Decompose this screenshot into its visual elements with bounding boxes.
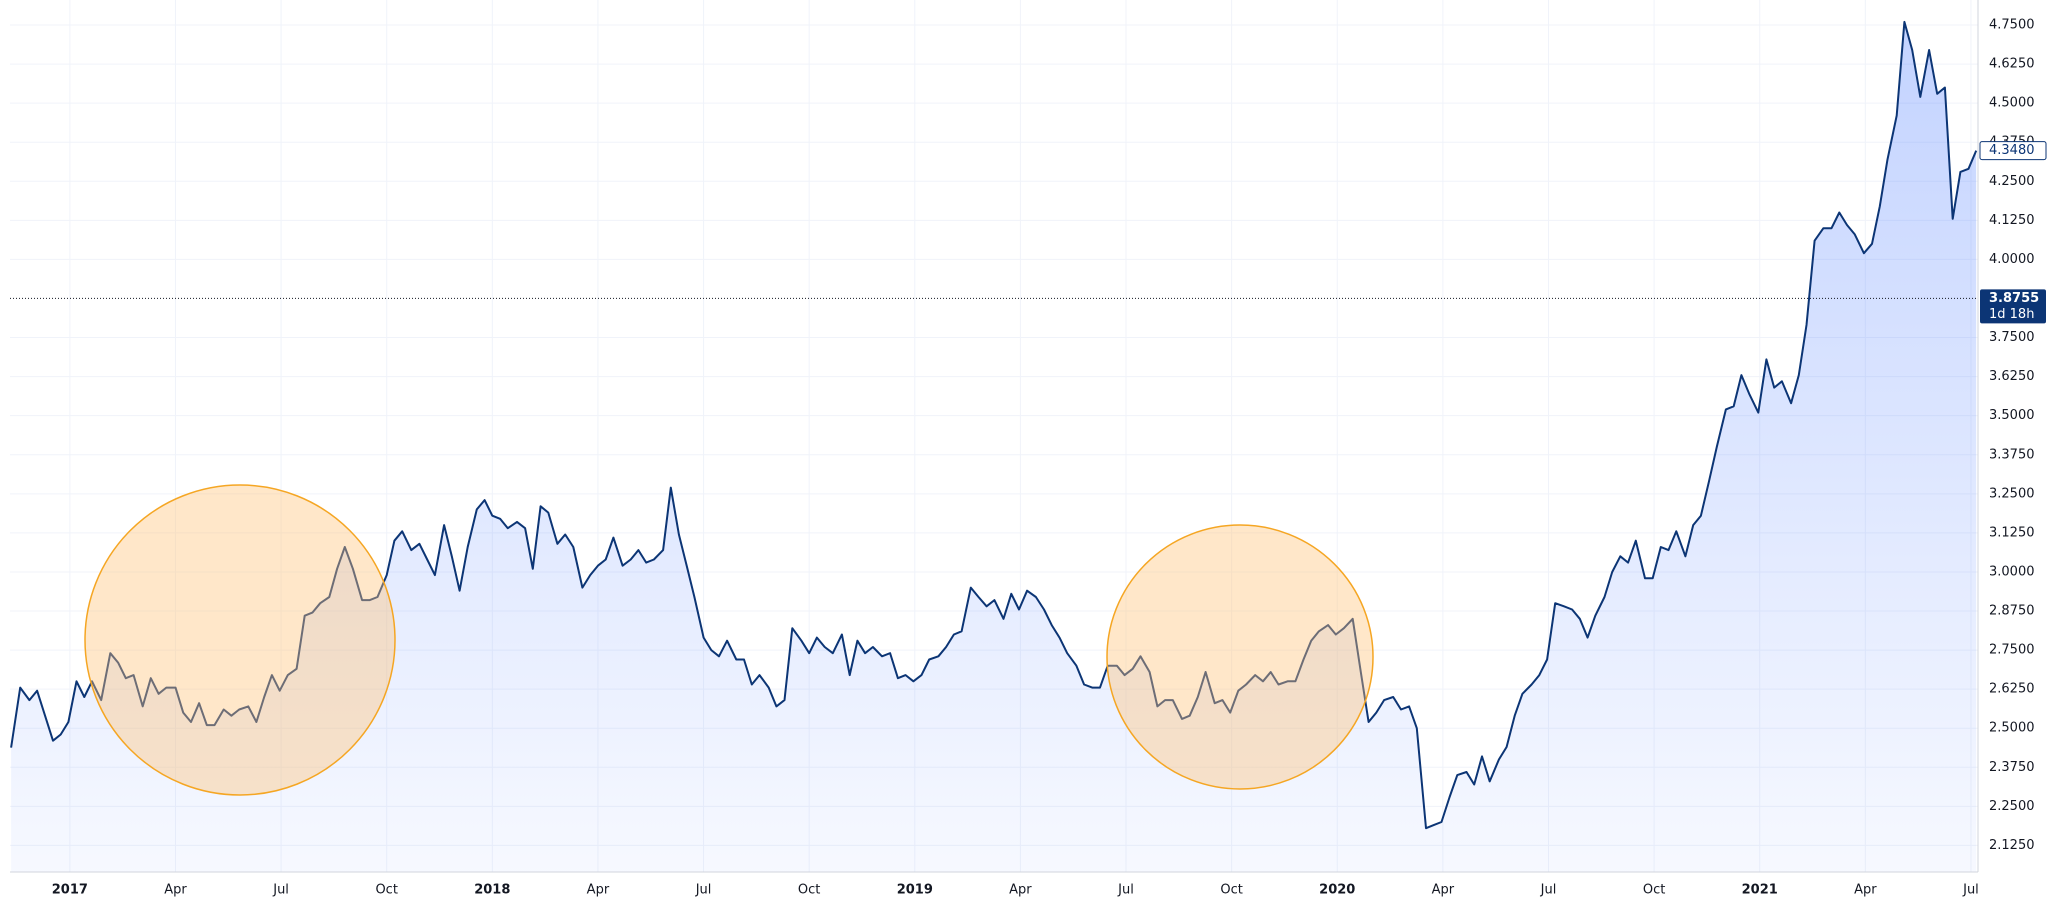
x-tick-label: 2017 — [52, 883, 88, 898]
y-tick-label: 2.7500 — [1989, 643, 2035, 658]
y-tick-label: 4.1250 — [1989, 213, 2035, 228]
y-tick-label: 3.7500 — [1989, 330, 2035, 345]
price-tag-label: 3.8755 — [1989, 291, 2039, 306]
last-price-label: 4.3480 — [1989, 143, 2035, 158]
x-tick-label: 2020 — [1319, 883, 1355, 898]
y-tick-label: 3.3750 — [1989, 447, 2035, 462]
y-tick-label: 3.2500 — [1989, 486, 2035, 501]
x-tick-label: Jul — [1540, 883, 1557, 898]
y-tick-label: 2.2500 — [1989, 799, 2035, 814]
y-tick-label: 2.5000 — [1989, 721, 2035, 736]
y-tick-label: 3.5000 — [1989, 408, 2035, 423]
x-tick-label: 2018 — [474, 883, 510, 898]
y-tick-label: 4.5000 — [1989, 96, 2035, 111]
y-tick-label: 3.0000 — [1989, 564, 2035, 579]
last-price-tag — [1979, 141, 2047, 161]
highlight-circle — [1106, 524, 1374, 790]
y-tick-label: 2.8750 — [1989, 604, 2035, 619]
x-tick-label: 2019 — [897, 883, 933, 898]
y-tick-label: 2.1250 — [1989, 838, 2035, 853]
price-line — [10, 20, 1978, 830]
x-tick-label: Apr — [587, 883, 610, 898]
x-tick-label: Oct — [1643, 883, 1665, 898]
y-tick-label: 3.6250 — [1989, 369, 2035, 384]
y-tick-label: 4.2500 — [1989, 174, 2035, 189]
x-tick-label: Apr — [164, 883, 187, 898]
area — [11, 21, 1977, 872]
x-tick-label: Jul — [695, 883, 712, 898]
countdown-label: 1d 18h — [1989, 307, 2034, 322]
y-tick-label: 3.1250 — [1989, 525, 2035, 540]
x-tick-label: Jul — [1962, 883, 1979, 898]
x-tick-label: 2021 — [1742, 883, 1778, 898]
x-tick-label: Apr — [1432, 883, 1455, 898]
x-tick-label: Oct — [1220, 883, 1242, 898]
x-tick-label: Oct — [798, 883, 820, 898]
x-tick-label: Oct — [375, 883, 397, 898]
x-tick-label: Apr — [1009, 883, 1032, 898]
price-tag — [1980, 289, 2046, 324]
y-tick-label: 2.6250 — [1989, 682, 2035, 697]
y-tick-label: 4.6250 — [1989, 57, 2035, 72]
x-tick-label: Jul — [1117, 883, 1134, 898]
x-tick-label: Jul — [272, 883, 289, 898]
y-tick-label: 4.0000 — [1989, 252, 2035, 267]
x-tick-label: Apr — [1854, 883, 1877, 898]
highlight-circle — [84, 484, 396, 796]
y-tick-label: 2.3750 — [1989, 760, 2035, 775]
y-tick-label: 4.7500 — [1989, 18, 2035, 33]
